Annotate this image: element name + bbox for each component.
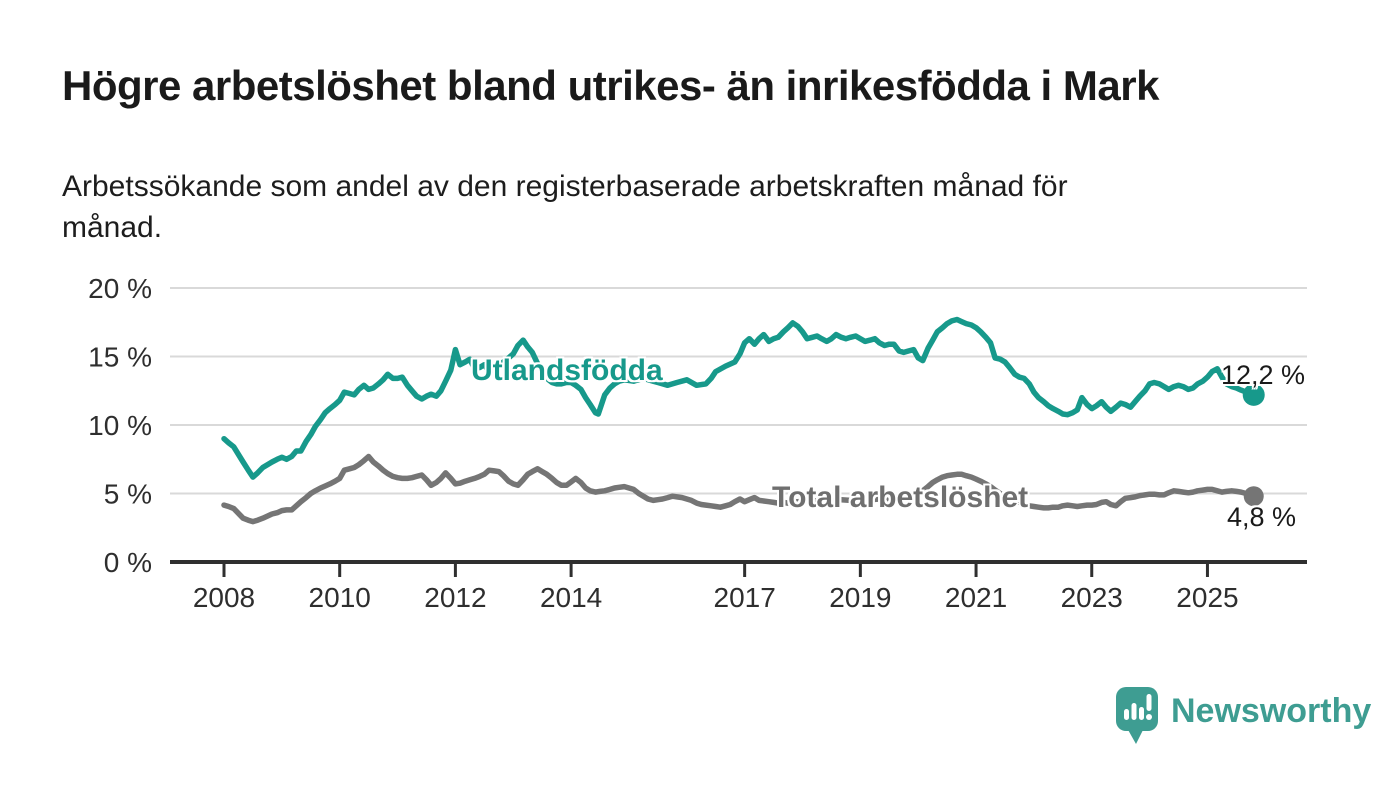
- y-axis-tick-label: 5 %: [104, 479, 152, 510]
- x-axis-tick-label: 2017: [714, 582, 776, 613]
- series-end-dot: [1242, 383, 1265, 406]
- y-axis-tick-label: 15 %: [88, 342, 152, 373]
- page-title: Högre arbetslöshet bland utrikes- än inr…: [62, 62, 1159, 109]
- line-series: [221, 316, 1257, 480]
- series-label-total-arbetsloshet: Total arbetslöshet: [772, 481, 1029, 514]
- x-axis-tick-label: 2008: [193, 582, 255, 613]
- x-axis-tick-label: 2010: [309, 582, 371, 613]
- newsworthy-logo-icon: [1116, 687, 1158, 744]
- newsworthy-logo: Newsworthy: [1115, 686, 1375, 756]
- chart-subtitle: Arbetssökande som andel av den registerb…: [62, 166, 1068, 248]
- x-axis-tick-label: 2019: [829, 582, 891, 613]
- series-end-dot: [1243, 486, 1264, 507]
- y-axis-tick-label: 20 %: [88, 273, 152, 304]
- series-label-utlandsfodda: Utlandsfödda: [471, 354, 663, 387]
- chart-subtitle-line-2: månad.: [62, 211, 163, 244]
- x-axis-tick-label: 2012: [424, 582, 486, 613]
- end-value-label-total: 4,8 %: [1227, 502, 1297, 532]
- x-axis-tick-label: 2025: [1176, 582, 1238, 613]
- line-series: [221, 453, 1257, 525]
- end-value-label-utlandsfodda: 12,2 %: [1221, 360, 1306, 390]
- x-axis-tick-label: 2021: [945, 582, 1007, 613]
- x-axis-tick-label: 2014: [540, 582, 602, 613]
- y-axis-tick-label: 10 %: [88, 410, 152, 441]
- x-axis-tick-label: 2023: [1061, 582, 1123, 613]
- chart-subtitle-line-1: Arbetssökande som andel av den registerb…: [62, 170, 1068, 203]
- y-axis-tick-label: 0 %: [104, 547, 152, 578]
- newsworthy-logo-text: Newsworthy: [1171, 692, 1372, 730]
